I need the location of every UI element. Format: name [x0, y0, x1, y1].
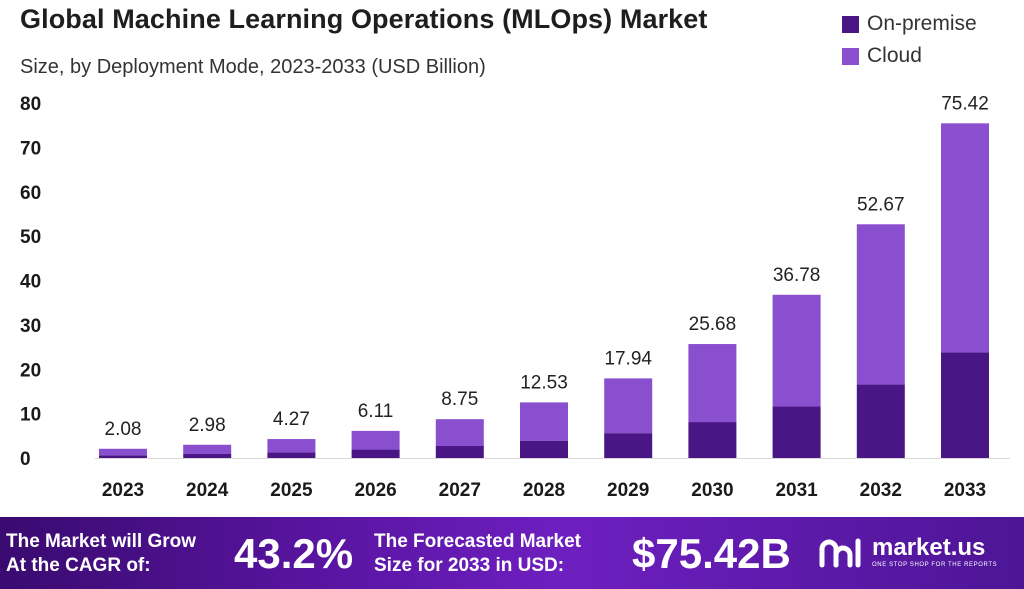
y-tick-label: 80	[20, 94, 41, 115]
data-label-2027: 8.75	[441, 389, 478, 410]
forecast-caption-line2: Size for 2033 in USD:	[374, 555, 565, 576]
legend-item-on-premise: On-premise	[842, 8, 977, 40]
bar-cloud-2028	[520, 402, 568, 441]
x-tick-label-2033: 2033	[944, 480, 986, 501]
x-tick-label-2027: 2027	[439, 480, 481, 501]
x-tick-label-2030: 2030	[691, 480, 733, 501]
bar-cloud-2033	[941, 123, 989, 353]
bar-on-premise-2028	[520, 440, 568, 458]
bar-cloud-2029	[604, 378, 653, 434]
legend-label-on-premise: On-premise	[867, 12, 977, 35]
x-tick-label-2028: 2028	[523, 480, 565, 501]
bar-cloud-2025	[267, 439, 316, 453]
bar-on-premise-2023	[99, 455, 147, 458]
chart-subtitle: Size, by Deployment Mode, 2023-2033 (USD…	[20, 56, 486, 78]
x-tick-label-2024: 2024	[186, 480, 229, 501]
forecast-caption-line1: The Forecasted Market	[374, 531, 581, 552]
data-label-2030: 25.68	[689, 314, 737, 335]
y-tick-label: 50	[20, 227, 41, 248]
bar-cloud-2031	[772, 294, 821, 407]
data-label-2029: 17.94	[604, 348, 652, 369]
data-label-2031: 36.78	[773, 265, 821, 286]
forecast-value: $75.42B	[632, 530, 791, 577]
cagr-caption-line2: At the CAGR of:	[6, 555, 151, 576]
bar-on-premise-2025	[267, 452, 316, 458]
x-tick-label-2032: 2032	[860, 480, 902, 501]
bar-cloud-2026	[351, 430, 400, 450]
bar-chart: 010203040506070802.0820232.9820244.27202…	[20, 93, 1010, 501]
y-tick-label: 20	[20, 360, 41, 381]
y-tick-label: 0	[20, 449, 31, 470]
legend-item-cloud: Cloud	[842, 40, 977, 72]
bar-cloud-2023	[99, 448, 147, 456]
x-tick-label-2023: 2023	[102, 480, 144, 501]
legend-swatch-cloud	[842, 47, 859, 65]
x-tick-label-2025: 2025	[270, 480, 313, 501]
bar-cloud-2030	[688, 344, 737, 423]
data-label-2033: 75.42	[941, 93, 989, 114]
bar-on-premise-2024	[183, 454, 232, 458]
y-tick-label: 10	[20, 405, 41, 426]
legend-swatch-on-premise	[842, 15, 859, 33]
legend: On-premise Cloud	[842, 8, 977, 72]
legend-label-cloud: Cloud	[867, 44, 922, 67]
bar-on-premise-2030	[688, 422, 737, 458]
bar-cloud-2024	[183, 444, 232, 455]
data-label-2032: 52.67	[857, 194, 905, 215]
x-tick-label-2031: 2031	[775, 480, 818, 501]
bar-on-premise-2032	[856, 384, 905, 458]
data-label-2025: 4.27	[273, 409, 310, 430]
y-tick-label: 60	[20, 183, 41, 204]
data-label-2028: 12.53	[520, 372, 568, 393]
cagr-caption-line1: The Market will Grow	[6, 531, 197, 552]
brand-tagline: ONE STOP SHOP FOR THE REPORTS	[872, 562, 998, 568]
bar-on-premise-2026	[351, 449, 400, 458]
data-label-2023: 2.08	[105, 419, 142, 440]
bar-cloud-2032	[856, 224, 905, 385]
y-tick-label: 70	[20, 138, 41, 159]
data-label-2024: 2.98	[189, 415, 226, 436]
summary-banner: The Market will Grow At the CAGR of: 43.…	[0, 517, 1024, 589]
y-tick-label: 30	[20, 316, 41, 337]
cagr-caption: The Market will Grow At the CAGR of:	[6, 530, 196, 578]
bar-on-premise-2029	[604, 433, 653, 458]
bar-on-premise-2027	[435, 446, 484, 458]
x-tick-label-2026: 2026	[354, 480, 396, 501]
x-tick-label-2029: 2029	[607, 480, 649, 501]
chart-title: Global Machine Learning Operations (MLOp…	[20, 4, 708, 34]
bar-cloud-2027	[435, 419, 484, 447]
bar-on-premise-2031	[772, 406, 821, 458]
data-label-2026: 6.11	[358, 401, 394, 422]
bar-on-premise-2033	[941, 352, 989, 458]
forecast-caption: The Forecasted Market Size for 2033 in U…	[374, 530, 581, 578]
market-us-logo-icon	[819, 538, 861, 568]
brand-text: market.us ONE STOP SHOP FOR THE REPORTS	[872, 534, 998, 569]
cagr-value: 43.2%	[234, 530, 354, 577]
brand-name: market.us	[872, 534, 986, 561]
brand-logo: market.us ONE STOP SHOP FOR THE REPORTS	[818, 535, 997, 569]
y-tick-label: 40	[20, 272, 41, 293]
